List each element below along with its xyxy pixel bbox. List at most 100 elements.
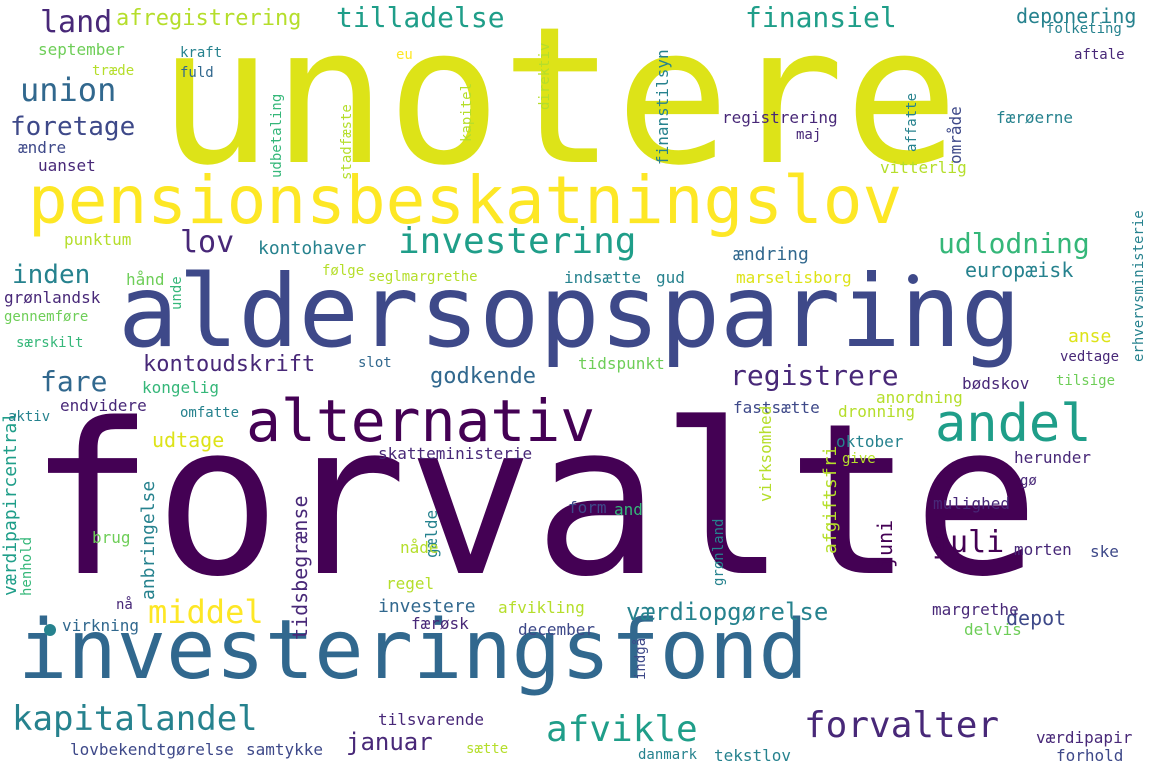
word: regel (386, 574, 435, 593)
word: ske (1090, 542, 1119, 561)
word: fare (40, 365, 108, 398)
word: nå (116, 597, 133, 613)
word: tilladelse (336, 1, 505, 34)
word: område (946, 106, 965, 164)
word: registrering (722, 108, 838, 127)
word: foretage (10, 112, 136, 142)
word: oktober (836, 432, 904, 451)
word: kontohaver (258, 238, 367, 259)
word: stadfæste (339, 104, 355, 180)
word: afvikle (546, 709, 698, 750)
word: give (842, 451, 876, 467)
word: virkning (62, 616, 140, 635)
word: juli (932, 525, 1005, 560)
word: land (40, 5, 113, 40)
word: nåde (400, 538, 439, 557)
word: afregistrering (116, 6, 302, 31)
word: hånd (126, 270, 165, 289)
word: affatte (904, 92, 920, 152)
word: kraft (180, 45, 223, 61)
word: vitterlig (880, 158, 967, 177)
word: lov (180, 225, 235, 260)
word: sætte (466, 741, 509, 757)
word: slot (358, 355, 392, 371)
word: januar (346, 728, 433, 756)
word: morten (1014, 540, 1072, 559)
word: alternativ (246, 387, 596, 455)
word: erhvervsministerie (1131, 210, 1147, 362)
word: fastsætte (733, 398, 820, 417)
word: gø (1020, 473, 1037, 489)
word: afvikling (498, 598, 585, 617)
word: tidsbegrænse (288, 495, 312, 641)
word: aktiv (8, 409, 51, 425)
word: uanset (38, 156, 96, 175)
word: inden (12, 260, 91, 290)
word: maj (796, 127, 822, 143)
word: afgiftsfri (820, 445, 841, 554)
word: udtage (152, 428, 225, 452)
word: margrethe (932, 600, 1019, 619)
word: mulighed (933, 494, 1011, 513)
dot-mark (44, 624, 56, 636)
word: samtykke (246, 740, 324, 759)
word: marselisborg (736, 268, 852, 287)
word: seglmargrethe (368, 269, 478, 285)
word: kapitalandel (12, 699, 258, 739)
word: juni (873, 519, 897, 568)
word: kapitel (459, 82, 475, 142)
word: lovbekendtgørelse (70, 740, 234, 759)
word: direktiv (537, 42, 553, 110)
word: tilsvarende (378, 710, 484, 729)
word: andel (935, 394, 1092, 454)
word: tilsige (1056, 373, 1116, 389)
word: finanstilsyn (653, 49, 672, 165)
word: form (568, 498, 607, 517)
word: særskilt (16, 335, 84, 351)
word: and (614, 500, 643, 519)
word: aldersopsparing (118, 253, 1022, 370)
word: tekstlov (714, 746, 792, 765)
word: registrere (730, 359, 899, 392)
word: dronning (838, 402, 916, 421)
word: aftale (1074, 47, 1125, 63)
word: middel (148, 593, 264, 631)
word: eu (396, 47, 413, 63)
word: træde (92, 63, 135, 79)
word: kongelig (142, 378, 220, 397)
word: ændring (733, 244, 809, 265)
word: anordning (876, 388, 963, 407)
word: færøerne (996, 108, 1074, 127)
word: forvalter (804, 705, 1000, 746)
word: værdipapir (1036, 728, 1133, 747)
word: grønland (711, 518, 727, 586)
word: gud (656, 268, 685, 287)
word: forhold (1056, 746, 1124, 765)
word: indgå (633, 637, 649, 680)
word: investeringsfond (18, 603, 808, 698)
word: pensionsbeskatningslov (28, 162, 903, 239)
word: indsætte (564, 268, 642, 287)
word: investering (398, 221, 637, 262)
word: værdipapircentral (0, 411, 21, 596)
word: delvis (964, 620, 1022, 639)
word: omfatte (180, 405, 240, 421)
word: brug (92, 528, 131, 547)
word: union (20, 71, 117, 109)
word: finansiel (745, 1, 897, 34)
word: færøsk (411, 614, 469, 633)
word: gennemføre (4, 309, 89, 325)
word: herunder (1014, 448, 1092, 467)
word: bødskov (962, 374, 1030, 393)
word: værdiopgørelse (626, 598, 829, 626)
word: vedtage (1060, 349, 1120, 365)
word: investere (378, 596, 476, 617)
dot-mark (908, 274, 918, 284)
word: tidspunkt (578, 354, 665, 373)
word: udbetaling (269, 93, 285, 178)
word: henhold (19, 536, 35, 596)
word: endvidere (60, 396, 147, 415)
word: depot (1006, 606, 1067, 630)
word: unde (169, 276, 185, 310)
